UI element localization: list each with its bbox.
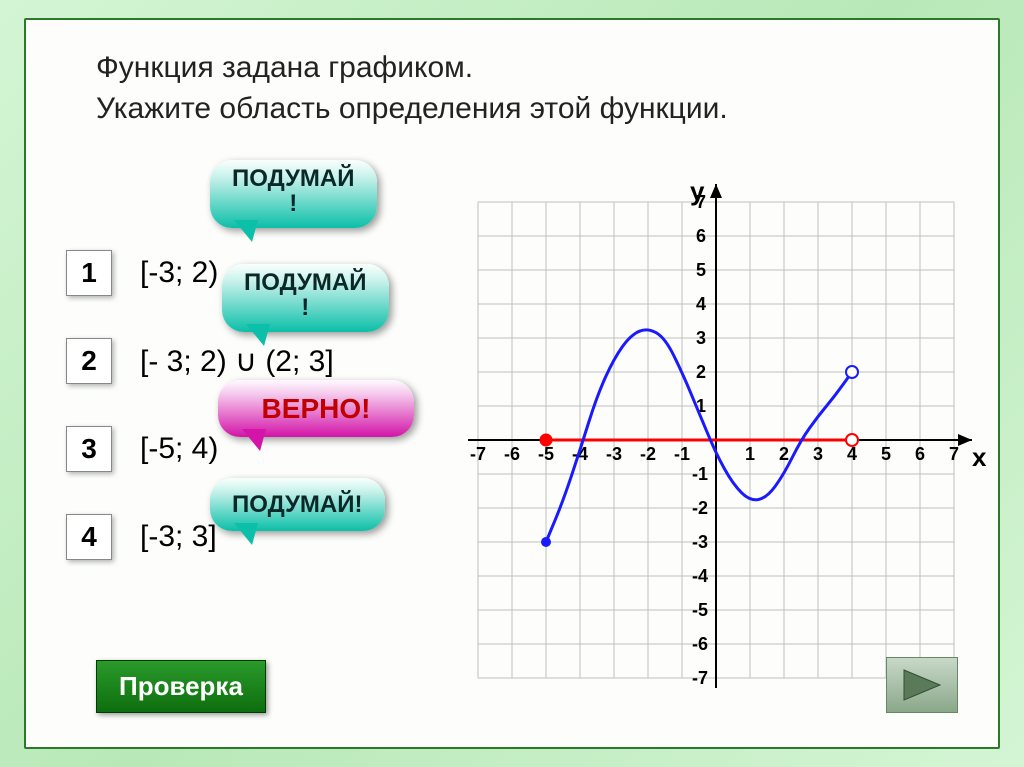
check-button[interactable]: Проверка bbox=[96, 660, 266, 713]
svg-text:2: 2 bbox=[779, 444, 789, 464]
svg-text:y: y bbox=[690, 176, 705, 206]
feedback-bubble-4: ПОДУМАЙ! bbox=[210, 478, 385, 531]
feedback-bubble-3: ВЕРНО! bbox=[218, 380, 414, 437]
option-4-text: [-3; 3] bbox=[140, 520, 217, 554]
svg-text:-5: -5 bbox=[692, 600, 708, 620]
option-3-text: [-5; 4) bbox=[140, 432, 218, 466]
svg-text:-3: -3 bbox=[606, 444, 622, 464]
arrow-right-icon bbox=[902, 668, 942, 702]
question-line2: Укажите область определения этой функции… bbox=[96, 92, 728, 125]
option-1-button[interactable]: 1 bbox=[66, 250, 112, 296]
question-line1: Функция задана графиком. bbox=[96, 51, 473, 84]
svg-text:5: 5 bbox=[696, 260, 706, 280]
svg-text:-5: -5 bbox=[538, 444, 554, 464]
option-4-button[interactable]: 4 bbox=[66, 514, 112, 560]
svg-text:7: 7 bbox=[949, 444, 959, 464]
svg-text:-4: -4 bbox=[692, 566, 708, 586]
option-2-button[interactable]: 2 bbox=[66, 338, 112, 384]
chart-area: -7-6-5-4-3-2-112345671234567-1-2-3-4-5-6… bbox=[416, 150, 1006, 710]
svg-text:3: 3 bbox=[696, 328, 706, 348]
option-1-text: [-3; 2) bbox=[140, 256, 218, 290]
svg-text:-6: -6 bbox=[692, 634, 708, 654]
option-2-text: [- 3; 2) ∪ (2; 3] bbox=[140, 344, 334, 379]
feedback-bubble-1: ПОДУМАЙ ! bbox=[210, 160, 377, 228]
svg-text:-6: -6 bbox=[504, 444, 520, 464]
svg-text:6: 6 bbox=[696, 226, 706, 246]
svg-text:-1: -1 bbox=[674, 444, 690, 464]
svg-text:-3: -3 bbox=[692, 532, 708, 552]
svg-text:-2: -2 bbox=[692, 498, 708, 518]
svg-text:4: 4 bbox=[696, 294, 706, 314]
svg-text:3: 3 bbox=[813, 444, 823, 464]
next-button[interactable] bbox=[886, 657, 958, 713]
svg-text:5: 5 bbox=[881, 444, 891, 464]
svg-text:x: x bbox=[972, 442, 987, 472]
chart-svg: -7-6-5-4-3-2-112345671234567-1-2-3-4-5-6… bbox=[416, 150, 1006, 710]
svg-text:-1: -1 bbox=[692, 464, 708, 484]
content-frame: Функция задана графиком. Укажите область… bbox=[24, 18, 1000, 749]
option-3-button[interactable]: 3 bbox=[66, 426, 112, 472]
svg-text:2: 2 bbox=[696, 362, 706, 382]
svg-text:1: 1 bbox=[745, 444, 755, 464]
svg-text:-7: -7 bbox=[470, 444, 486, 464]
question-text: Функция задана графиком. Укажите область… bbox=[96, 48, 958, 129]
feedback-bubble-2: ПОДУМАЙ ! bbox=[222, 264, 389, 332]
svg-text:6: 6 bbox=[915, 444, 925, 464]
svg-text:-2: -2 bbox=[640, 444, 656, 464]
svg-text:-7: -7 bbox=[692, 668, 708, 688]
